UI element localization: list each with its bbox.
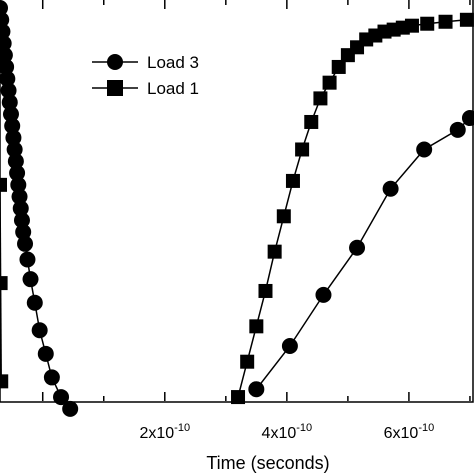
legend-marker-load-3 <box>107 54 123 70</box>
data-point-series-2 <box>37 345 54 362</box>
data-point-series-2 <box>43 369 60 386</box>
data-point-series-2 <box>22 271 39 288</box>
x-axis-title: Time (seconds) <box>206 453 329 473</box>
x-tick-label-exponent: -10 <box>296 422 312 434</box>
data-point-load-3 <box>315 286 332 303</box>
data-point-load-3 <box>416 141 433 158</box>
x-tick-label-exponent: -10 <box>174 422 190 434</box>
legend-marker-load-1 <box>107 80 123 96</box>
data-point-load-1 <box>258 283 273 298</box>
data-point-load-3 <box>281 337 298 354</box>
data-point-load-3 <box>382 180 399 197</box>
data-point-load-1 <box>404 18 419 33</box>
data-point-series-2 <box>19 251 36 268</box>
series-layer <box>0 0 474 417</box>
data-point-series-2 <box>17 235 34 252</box>
data-point-load-3 <box>349 239 366 256</box>
data-point-series-2 <box>0 47 13 64</box>
data-point-load-1 <box>276 209 291 224</box>
data-point-series-2 <box>0 35 12 52</box>
x-tick-label-mantissa: 6x10 <box>384 425 419 442</box>
data-point-load-1 <box>304 114 319 129</box>
data-point-load-1 <box>267 244 282 259</box>
data-point-load-1 <box>322 75 337 90</box>
x-tick-label-mantissa: 2x10 <box>139 425 174 442</box>
data-point-load-1 <box>331 59 346 74</box>
data-point-series-2 <box>0 82 17 99</box>
plot-frame <box>0 0 474 403</box>
data-point-series-2 <box>11 188 28 205</box>
x-tick-label-mantissa: 4x10 <box>262 425 297 442</box>
x-tick-labels: 2x10-10 4x10-10 6x10-10 <box>139 422 434 442</box>
data-point-load-1 <box>313 91 328 106</box>
data-point-series-2 <box>10 176 27 193</box>
data-point-series-2 <box>0 58 15 75</box>
data-point-load-1 <box>295 142 310 157</box>
data-point-series-2 <box>31 322 48 339</box>
x-tick-label: 4x10-10 <box>262 422 313 442</box>
data-point-series-2 <box>0 70 16 87</box>
legend-label-load-1: Load 1 <box>147 79 199 98</box>
data-point-series-2 <box>5 129 22 146</box>
x-tick-label: 2x10-10 <box>139 422 190 442</box>
data-point-series-2 <box>26 294 43 311</box>
data-point-load-1 <box>285 173 300 188</box>
data-point-series-3 <box>0 276 8 291</box>
data-point-series-2 <box>12 200 29 217</box>
data-point-series-2 <box>13 212 30 229</box>
tick-marks <box>41 0 471 401</box>
data-point-load-3 <box>449 121 466 138</box>
data-point-series-3 <box>0 374 9 389</box>
data-point-series-2 <box>53 389 70 406</box>
data-point-load-3 <box>461 110 474 127</box>
data-point-series-2 <box>1 94 18 111</box>
data-point-load-1 <box>240 354 255 369</box>
data-point-series-2 <box>6 141 23 158</box>
data-point-load-1 <box>249 319 264 334</box>
data-point-series-2 <box>62 400 79 417</box>
data-point-series-2 <box>9 165 26 182</box>
data-point-series-2 <box>2 106 19 123</box>
data-point-series-2 <box>4 117 21 134</box>
data-point-load-1 <box>459 12 474 27</box>
data-point-load-1 <box>438 14 453 29</box>
legend-label-load-3: Load 3 <box>147 53 199 72</box>
data-point-load-1 <box>231 390 246 405</box>
data-point-load-3 <box>248 381 265 398</box>
data-point-series-2 <box>7 153 24 170</box>
data-point-series-3 <box>0 177 7 192</box>
legend: Load 3 Load 1 <box>92 53 199 98</box>
x-tick-label: 6x10-10 <box>384 422 435 442</box>
x-tick-label-exponent: -10 <box>418 422 434 434</box>
data-point-series-2 <box>15 224 32 241</box>
series-line-load-1 <box>237 19 467 398</box>
data-point-load-1 <box>420 16 435 31</box>
